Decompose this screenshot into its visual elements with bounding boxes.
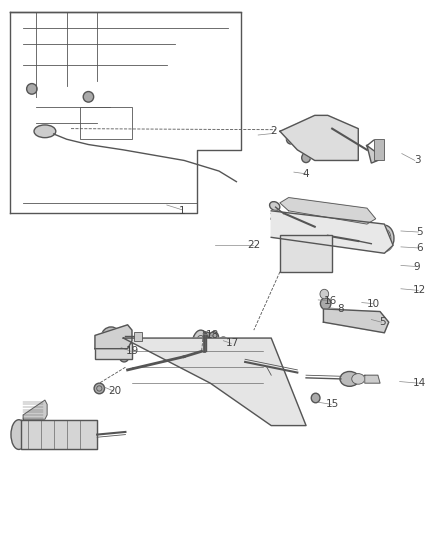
Text: 10: 10: [367, 298, 380, 309]
Polygon shape: [280, 198, 376, 224]
Ellipse shape: [322, 237, 329, 245]
Ellipse shape: [83, 92, 94, 102]
Text: 19: 19: [125, 346, 138, 357]
Ellipse shape: [209, 332, 219, 342]
Ellipse shape: [311, 393, 320, 403]
Ellipse shape: [302, 153, 311, 163]
Polygon shape: [271, 211, 393, 253]
Ellipse shape: [102, 327, 120, 346]
Bar: [134, 332, 142, 341]
Ellipse shape: [375, 225, 394, 252]
Ellipse shape: [34, 125, 56, 138]
Ellipse shape: [120, 353, 128, 362]
Ellipse shape: [191, 332, 216, 355]
Text: 15: 15: [325, 399, 339, 409]
Bar: [80, 108, 132, 139]
Text: 17: 17: [226, 338, 239, 349]
Ellipse shape: [340, 372, 359, 386]
Text: 2: 2: [270, 126, 277, 136]
Text: 1: 1: [179, 206, 185, 216]
Text: 16: 16: [323, 296, 337, 306]
Polygon shape: [21, 420, 97, 449]
Text: 18: 18: [206, 330, 219, 341]
Ellipse shape: [320, 289, 328, 299]
Ellipse shape: [269, 201, 280, 211]
Text: 22: 22: [247, 240, 261, 251]
Text: 3: 3: [414, 156, 420, 165]
Bar: [280, 235, 332, 272]
Bar: [95, 343, 132, 359]
Ellipse shape: [322, 263, 329, 270]
Text: 20: 20: [108, 386, 121, 396]
Text: 5: 5: [379, 317, 385, 327]
Ellipse shape: [382, 236, 387, 241]
Ellipse shape: [11, 419, 27, 449]
Text: 4: 4: [303, 169, 309, 179]
Text: 12: 12: [413, 285, 426, 295]
Text: 9: 9: [414, 262, 420, 271]
Polygon shape: [323, 309, 389, 333]
Ellipse shape: [94, 383, 105, 394]
Ellipse shape: [265, 373, 276, 383]
Ellipse shape: [367, 240, 378, 248]
Ellipse shape: [283, 237, 290, 245]
Polygon shape: [365, 375, 380, 383]
Ellipse shape: [382, 236, 387, 241]
Bar: [374, 139, 385, 160]
Ellipse shape: [196, 336, 212, 350]
Text: 5: 5: [416, 227, 423, 237]
Ellipse shape: [219, 337, 228, 346]
Polygon shape: [123, 338, 306, 425]
Ellipse shape: [283, 263, 290, 270]
Text: 14: 14: [413, 378, 426, 388]
Ellipse shape: [321, 298, 331, 310]
Polygon shape: [95, 325, 132, 349]
Polygon shape: [280, 115, 358, 160]
Text: 6: 6: [416, 243, 423, 253]
Ellipse shape: [192, 330, 209, 362]
Ellipse shape: [352, 374, 365, 384]
Polygon shape: [23, 400, 47, 419]
Ellipse shape: [286, 134, 295, 144]
Polygon shape: [367, 146, 380, 163]
Ellipse shape: [27, 84, 37, 94]
Ellipse shape: [382, 236, 387, 241]
Text: 8: 8: [338, 304, 344, 314]
Ellipse shape: [382, 236, 387, 241]
